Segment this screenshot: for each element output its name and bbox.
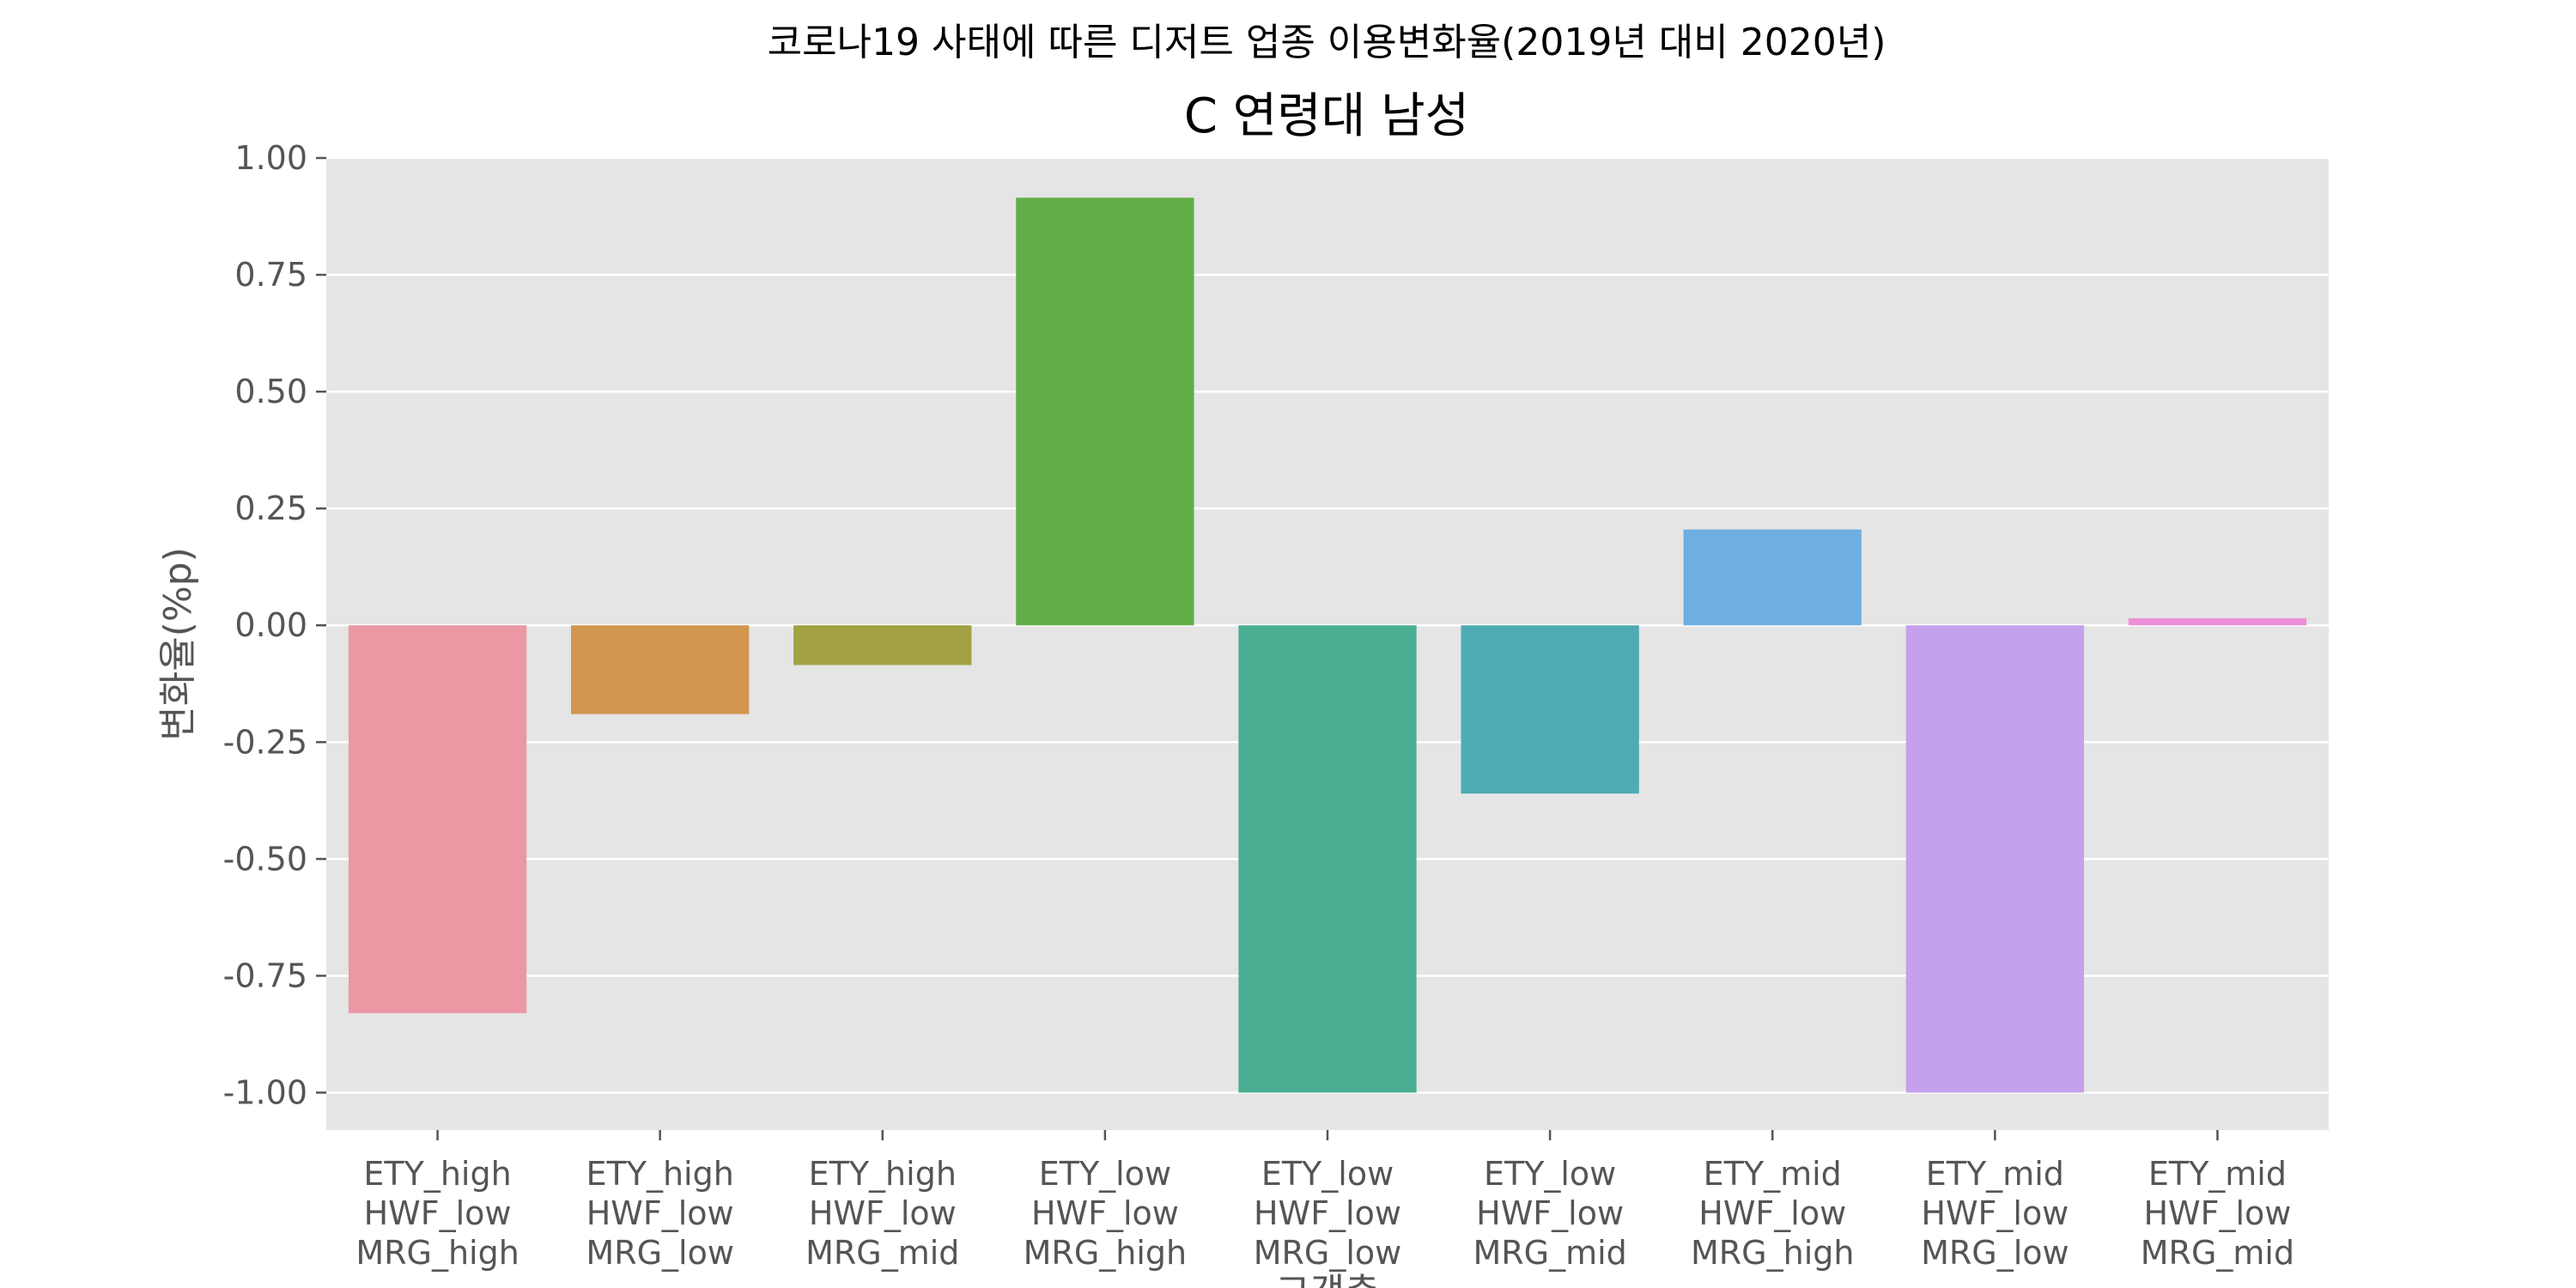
- bar: [1016, 197, 1194, 626]
- chart-suptitle: 코로나19 사태에 따른 디저트 업종 이용변화율(2019년 대비 2020년…: [768, 21, 1886, 64]
- bar: [793, 625, 972, 665]
- bar: [1238, 625, 1417, 1093]
- x-axis-label: 고객층: [1275, 1271, 1379, 1288]
- y-tick-label: -0.75: [223, 957, 307, 994]
- x-tick-label: ETY_low HWF_low MRG_low: [1254, 1155, 1402, 1272]
- x-tick-label: ETY_mid HWF_low MRG_mid: [2141, 1155, 2294, 1272]
- bar: [571, 625, 750, 714]
- y-tick-label: 1.00: [234, 139, 307, 177]
- bar: [1905, 625, 2084, 1093]
- y-tick-label: -0.25: [223, 723, 307, 761]
- bar: [2128, 618, 2307, 626]
- x-tick-label: ETY_mid HWF_low MRG_low: [1921, 1155, 2069, 1272]
- bar: [1683, 529, 1862, 626]
- y-tick-label: -1.00: [223, 1073, 307, 1111]
- y-tick-label: 0.50: [234, 373, 307, 410]
- x-tick-label: ETY_high HWF_low MRG_low: [586, 1155, 734, 1272]
- x-tick-label: ETY_low HWF_low MRG_high: [1024, 1155, 1187, 1272]
- y-tick-label: 0.00: [234, 606, 307, 644]
- y-axis-label: 변화율(%p): [156, 547, 200, 741]
- x-axis: ETY_high HWF_low MRG_high ETY_high HWF_low MR…: [355, 1130, 2294, 1272]
- bars: [348, 197, 2307, 1093]
- bar: [1461, 625, 1639, 794]
- y-tick-label: -0.50: [223, 840, 307, 878]
- x-tick-label: ETY_mid HWF_low MRG_high: [1691, 1155, 1854, 1272]
- x-tick-label: ETY_low HWF_low MRG_mid: [1473, 1155, 1626, 1272]
- y-axis: 1.00 0.75 0.50 0.25 0.00 -0.25 -0.50 -0.75 -1.00: [223, 139, 326, 1111]
- chart-title: C 연령대 남성: [1184, 88, 1469, 144]
- x-tick-label: ETY_high HWF_low MRG_high: [355, 1155, 519, 1272]
- x-tick-label: ETY_high HWF_low MRG_mid: [805, 1155, 959, 1272]
- y-tick-label: 0.25: [234, 489, 307, 527]
- bar: [348, 625, 527, 1013]
- y-tick-label: 0.75: [234, 256, 307, 294]
